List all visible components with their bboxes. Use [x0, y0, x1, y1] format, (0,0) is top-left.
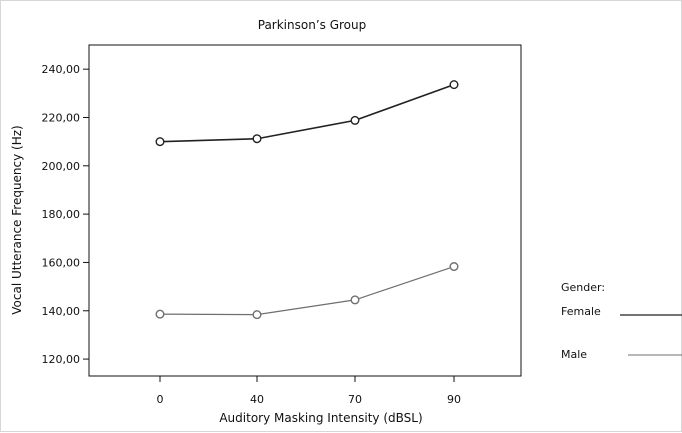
- data-point-male: [449, 262, 459, 272]
- legend-title: Gender:: [561, 281, 605, 294]
- series-line-male: [159, 265, 455, 316]
- plot-area: [88, 44, 522, 377]
- y-tick-label: 160,00: [42, 256, 81, 269]
- data-point-male: [155, 309, 165, 319]
- data-point-female: [449, 80, 459, 90]
- y-axis-label: Vocal Utterance Frequency (Hz): [10, 125, 24, 314]
- y-tick-label: 140,00: [42, 305, 81, 318]
- x-tick-label: 70: [348, 393, 362, 406]
- legend-label-female: Female: [561, 305, 601, 318]
- y-axis-ticks: 120,00 140,00 160,00 180,00 200,00 220,00 240,…: [42, 63, 89, 366]
- series-line-female: [159, 83, 455, 143]
- data-point-female: [350, 115, 360, 125]
- y-tick-label: 180,00: [42, 208, 81, 221]
- data-point-female: [155, 137, 165, 147]
- data-point-male: [350, 295, 360, 305]
- y-tick-label: 200,00: [42, 160, 81, 173]
- y-tick-label: 120,00: [42, 353, 81, 366]
- data-point-male: [252, 310, 262, 320]
- x-tick-label: 0: [157, 393, 164, 406]
- chart-title: Parkinson’s Group: [258, 18, 367, 32]
- y-tick-label: 220,00: [42, 111, 81, 124]
- legend-label-male: Male: [561, 348, 587, 361]
- series-layer: [155, 80, 459, 320]
- x-axis-label: Auditory Masking Intensity (dBSL): [219, 411, 422, 425]
- legend: Gender: Female Male: [561, 281, 682, 361]
- data-point-female: [252, 134, 262, 144]
- x-axis-ticks: 0 40 70 90: [157, 376, 461, 406]
- y-tick-label: 240,00: [42, 63, 81, 76]
- x-tick-label: 90: [447, 393, 461, 406]
- x-tick-label: 40: [250, 393, 264, 406]
